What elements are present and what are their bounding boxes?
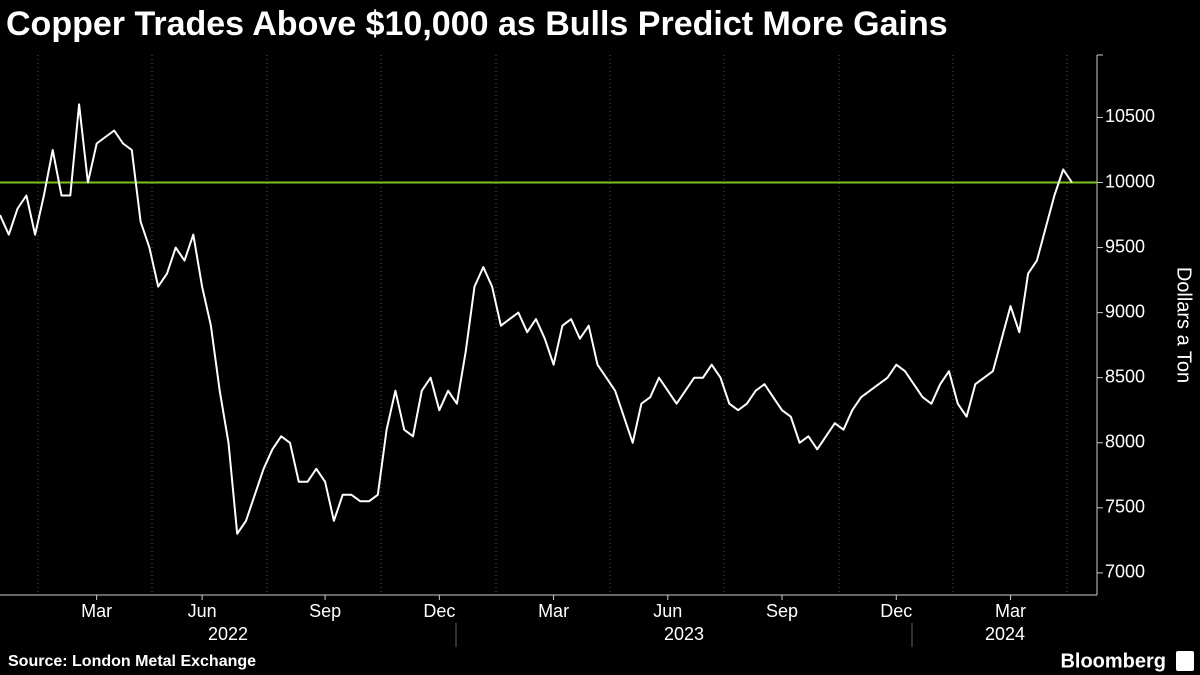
y-tick-label: 8000	[1105, 432, 1145, 452]
y-tick-label: 8500	[1105, 366, 1145, 386]
x-tick-label: Jun	[653, 601, 682, 621]
x-tick-label: Sep	[309, 601, 341, 621]
y-tick-label: 9500	[1105, 236, 1145, 256]
chart-title: Copper Trades Above $10,000 as Bulls Pre…	[6, 5, 948, 43]
y-tick-label: 10500	[1105, 106, 1155, 126]
x-group-label: 2024	[985, 624, 1025, 644]
x-group-label: 2022	[208, 624, 248, 644]
y-tick-label: 9000	[1105, 301, 1145, 321]
y-tick-label: 10000	[1105, 171, 1155, 191]
x-group-label: 2023	[664, 624, 704, 644]
x-tick-label: Mar	[538, 601, 569, 621]
y-tick-label: 7000	[1105, 562, 1145, 582]
y-axis-label: Dollars a Ton	[1173, 267, 1195, 383]
brand-icon	[1176, 651, 1194, 671]
y-tick-label: 7500	[1105, 497, 1145, 517]
x-tick-label: Dec	[423, 601, 455, 621]
brand: Bloomberg	[1060, 650, 1166, 672]
x-tick-label: Dec	[880, 601, 912, 621]
x-tick-label: Sep	[766, 601, 798, 621]
x-tick-label: Mar	[81, 601, 112, 621]
source: Source: London Metal Exchange	[8, 653, 256, 670]
x-tick-label: Mar	[995, 601, 1026, 621]
x-tick-label: Jun	[188, 601, 217, 621]
price-line	[0, 103, 1073, 535]
